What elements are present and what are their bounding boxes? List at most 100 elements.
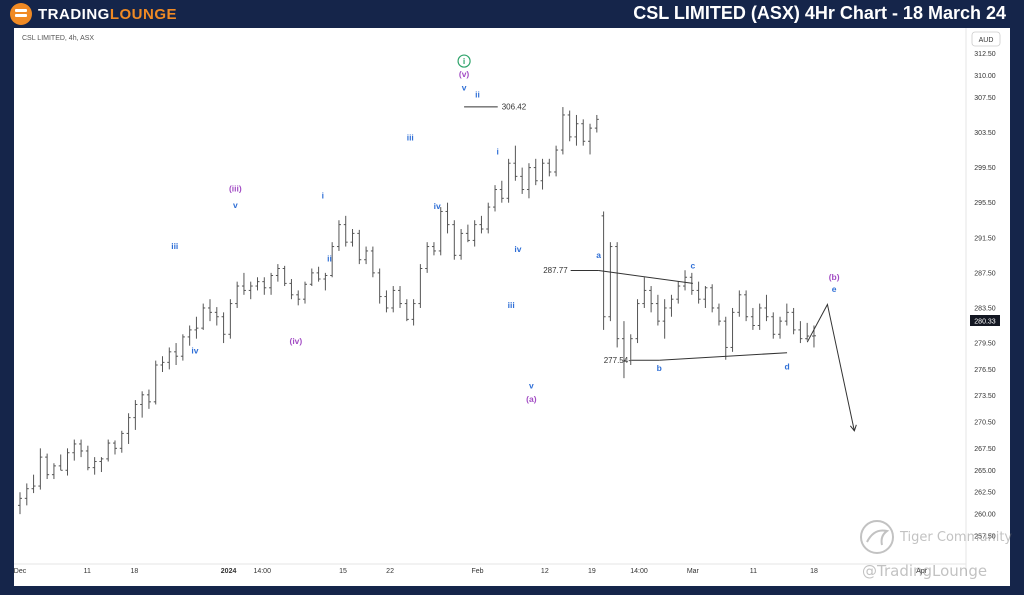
ohlc-bar [798,321,803,344]
ohlc-bar [493,185,498,212]
triangle-upper-line [598,270,693,284]
time-tick-label: 22 [386,568,394,575]
wave-label: b [657,363,662,373]
wave-label: d [784,361,789,371]
ohlc-bar [778,316,783,339]
ohlc-bar [167,347,172,370]
time-axis[interactable]: Dec 11 18 2024 14:00 15 22 Feb 12 19 14:00 Mar 11 18 A… [14,563,966,575]
level-label-287: 287.77 [543,266,568,275]
ohlc-bar [750,307,755,330]
price-chart[interactable]: CSL LIMITED, 4h, ASX AUD 257.50 260.00 262… [14,28,1010,586]
ohlc-bar [255,277,260,291]
ohlc-bar [676,281,681,304]
ohlc-bar [465,224,470,243]
wave-label: iv [514,244,521,254]
current-price-tag: 280.33 [970,315,1000,326]
ohlc-bar [126,413,131,444]
ohlc-bar [24,483,29,506]
ohlc-bar [683,270,688,291]
wave-label: (iii) [229,183,242,193]
ohlc-bar [472,220,477,247]
current-price-box [970,315,1000,326]
ohlc-bar [208,299,213,322]
ohlc-bar [140,391,145,418]
ohlc-bar [526,163,531,199]
ohlc-bar [805,322,810,341]
price-tick-label: 295.50 [974,200,996,207]
ohlc-bar [180,334,185,361]
ohlc-bar [615,242,620,348]
price-tick-label: 312.50 [974,51,996,58]
header-bar: TRADING LOUNGE CSL LIMITED (ASX) 4Hr Cha… [0,0,1024,28]
wave-label: i [322,190,324,200]
ohlc-bar [533,158,538,186]
price-tick-label: 303.50 [974,130,996,137]
ohlc-bar [119,430,124,453]
time-tick-label: 2024 [221,568,237,575]
time-tick-label: Feb [472,568,484,575]
price-tick-label: 273.50 [974,393,996,400]
ohlc-bar [214,307,219,326]
ohlc-bar [744,290,749,322]
wave-label: ii [475,89,480,99]
wave-label: (a) [526,394,537,404]
ohlc-bar [194,316,199,339]
ohlc-bar [384,290,389,313]
ohlc-bar [228,299,233,339]
ohlc-bar [452,220,457,260]
price-tick-label: 262.50 [974,490,996,497]
ohlc-bar [608,242,613,322]
ohlc-bar [106,439,111,462]
ohlc-bar [425,242,430,273]
handle-watermark: @TradingLounge [862,562,988,580]
ohlc-bar [377,268,382,304]
price-tick-label: 265.00 [974,468,996,475]
ohlc-bar [560,107,565,155]
ohlc-bar [235,281,240,308]
time-tick-label: 18 [130,568,138,575]
logo-text-lounge: LOUNGE [109,5,177,23]
ohlc-bar [689,272,694,295]
ohlc-bar [730,307,735,352]
ohlc-bar [38,448,43,490]
projection-path [806,303,855,431]
ohlc-bar [520,167,525,194]
symbol-label: CSL LIMITED, 4h, ASX [22,35,94,42]
ohlc-bar [51,463,56,480]
chart-area[interactable]: CSL LIMITED, 4h, ASX AUD 257.50 260.00 262… [14,28,1010,586]
ohlc-bar [221,312,226,344]
tiger-logo-icon [860,520,894,554]
wave-label: v [529,381,534,391]
ohlc-bar [757,303,762,330]
ohlc-bar [771,312,776,339]
ohlc-bar [588,123,593,155]
ohlc-bar [581,119,586,146]
price-axis[interactable]: 257.50 260.00 262.50 265.00 267.50 270.50 273.… [974,51,996,541]
price-tick-label: 260.00 [974,512,996,519]
ohlc-bar [479,215,484,234]
wave-label: iv [434,201,441,211]
ohlc-bar [330,242,335,278]
wave-label: iv [191,346,198,356]
wave-label: (v) [459,69,470,79]
time-tick-label: 11 [750,568,757,575]
projection-arrowhead [849,424,857,432]
price-tick-label: 291.50 [974,235,996,242]
time-tick-label: 18 [810,568,818,575]
ohlc-bar [174,343,179,365]
ohlc-bar [710,284,715,313]
ohlc-bar [662,299,667,339]
time-tick-label: 14:00 [630,568,648,575]
wave-label: iii [508,300,515,310]
wave-annotations: 306.42287.77277.54iiiiv(iii)v(iv)iiiiiii… [171,54,857,432]
ohlc-bar [343,215,348,247]
price-tick-label: 270.50 [974,420,996,427]
ohlc-bar [201,303,206,330]
ohlc-bar [113,440,118,455]
ohlc-bar [187,325,192,346]
ohlc-bar [65,448,70,476]
time-tick-label: 12 [541,568,549,575]
ohlc-bar [594,114,599,133]
ohlc-bar [275,264,280,282]
ohlc-bar [248,281,253,300]
